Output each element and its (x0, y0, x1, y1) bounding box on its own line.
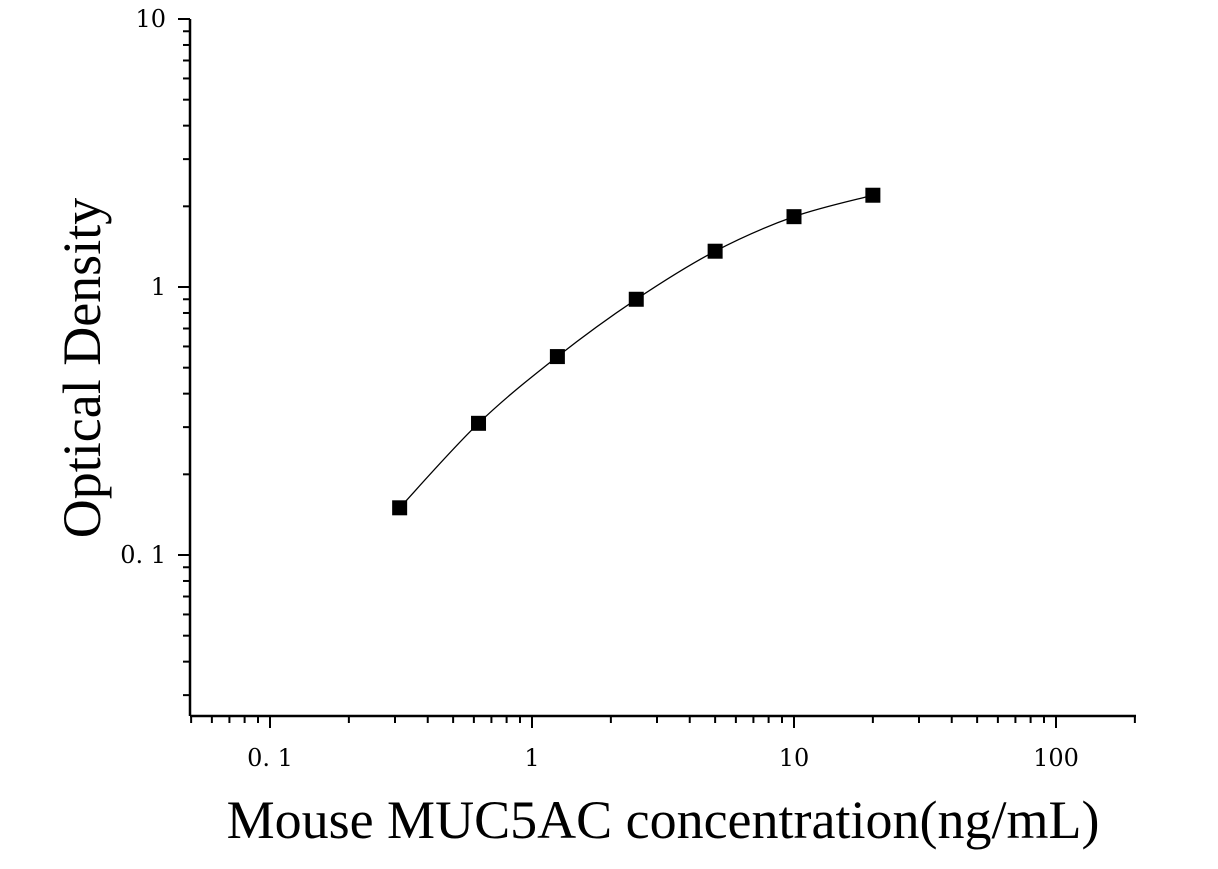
data-point-1 (392, 500, 408, 516)
data-point-3 (549, 349, 565, 365)
data-point-2 (471, 415, 487, 431)
data-point-4 (628, 291, 644, 307)
x-tick-label: 0. 1 (247, 744, 293, 772)
data-points (392, 187, 881, 516)
tick-labels: 0. 1 1 10 100 0. 1 1 10 (120, 5, 1079, 772)
y-tick-label: 0. 1 (120, 541, 166, 569)
data-point-6 (786, 209, 802, 225)
data-point-5 (707, 243, 723, 259)
fit-curve (399, 194, 874, 509)
y-tick-label: 10 (135, 5, 166, 33)
y-tick-label: 1 (151, 273, 166, 301)
x-axis-title: Mouse MUC5AC concentration(ng/mL) (227, 790, 1100, 850)
data-point-7 (865, 187, 881, 203)
x-tick-label: 10 (779, 744, 810, 772)
x-tick-label: 100 (1033, 744, 1079, 772)
axis-ticks (178, 18, 1136, 728)
y-axis-title: Optical Density (52, 198, 112, 538)
x-tick-label: 1 (524, 744, 539, 772)
axes (188, 19, 1136, 718)
